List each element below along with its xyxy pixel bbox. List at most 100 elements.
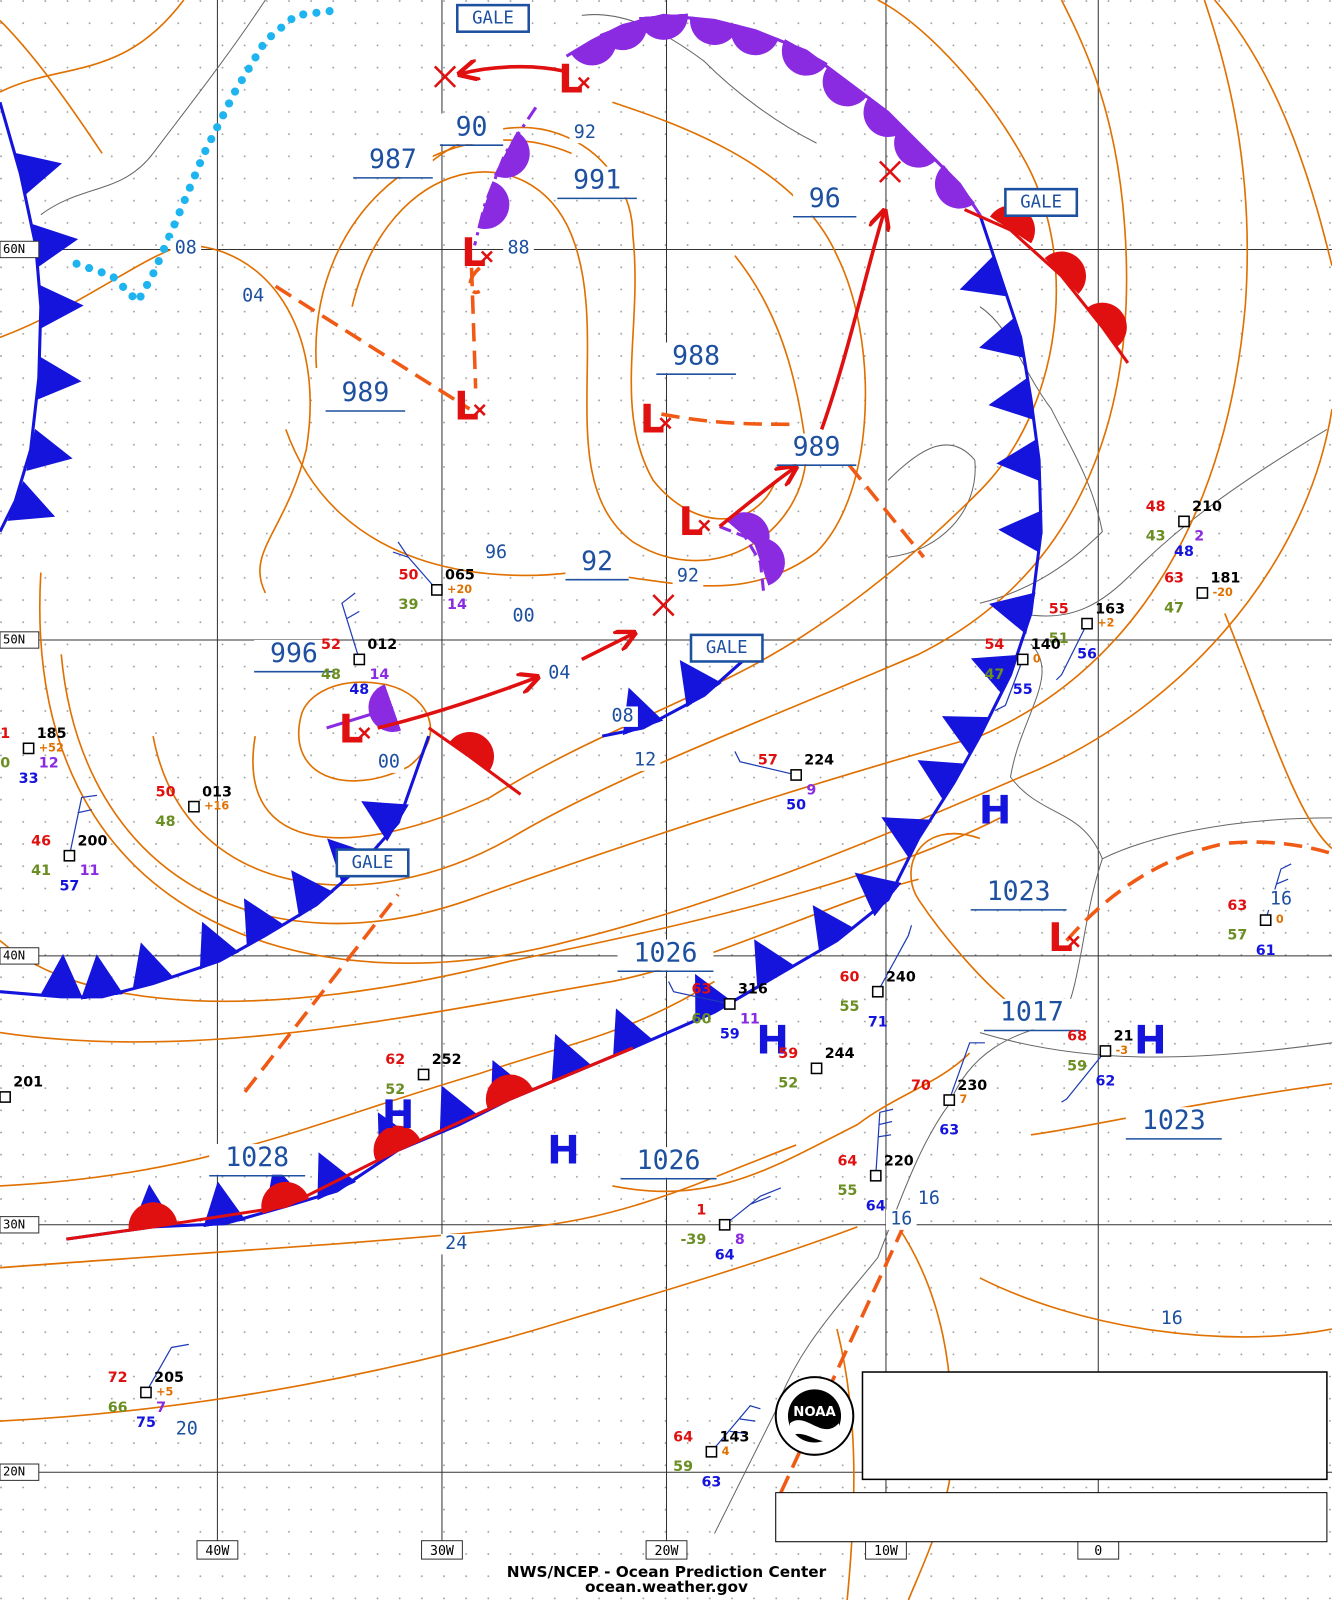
isobar-label: 00 [513,605,535,626]
info-box [861,1371,1328,1481]
pressure-label: 1023 [987,876,1051,907]
station-symbol [22,742,35,755]
station-symbol [1081,617,1093,630]
station-pressure: 21 [1114,1029,1134,1045]
pressure-label-bg [353,146,433,177]
forecast-positions [433,65,902,617]
isobar-label: 08 [612,706,634,727]
station-wave-height: 48 [1174,544,1194,560]
station-dew-point: 59 [673,1459,693,1475]
station-wave-period: 9 [806,782,816,798]
station-dew-point: 39 [399,597,419,613]
station-tendency: +16 [204,800,229,813]
high-center: H [547,1129,579,1174]
low-center: L [558,57,583,102]
station-temperature: 70 [911,1078,931,1094]
station-wave-height: 71 [868,1014,888,1030]
gale-box [335,848,410,878]
station-wave-height: 75 [136,1415,156,1431]
isobar-label: 08 [175,237,197,258]
low-center: L [454,384,479,429]
station-temperature: 52 [321,637,341,653]
isobar-label-bg [480,542,512,564]
station-tendency: +5 [156,1385,173,1398]
low-center: L [339,707,364,752]
pressure-label: 989 [341,377,389,408]
station-dew-point: 47 [1164,600,1184,616]
station-tendency: 0 [1033,652,1041,665]
station-dew-point: 41 [31,863,51,879]
lon-label-box [645,1540,688,1560]
station-dew-point: 48 [321,667,341,683]
isobar-label-bg [544,663,575,684]
station-symbol [63,849,76,862]
station-wave-height: 56 [1077,646,1097,662]
isobar-label: 88 [507,237,529,258]
pressure-label: 90 [456,111,488,142]
footer-line: NWS/NCEP - Ocean Prediction Center [507,1563,827,1581]
station-wave-period: 7 [156,1400,166,1416]
lat-label-box [0,240,40,259]
pressure-label-bg [970,878,1067,909]
pressure-label: 996 [270,638,318,669]
isobar-label-bg [440,1233,472,1255]
pressure-label-bg [209,1144,306,1175]
isobar-label: 12 [634,750,656,771]
isobar-label: 04 [548,663,570,684]
isobar-label-bg [171,1419,203,1440]
pressure-label-bg [1125,1107,1222,1138]
isobar-label-bg [503,238,534,259]
pressure-label: 1026 [637,1145,701,1176]
isobar-label: 16 [918,1188,940,1209]
station-pressure: 220 [884,1153,914,1169]
lon-label-box [196,1540,239,1560]
station-symbol [430,584,443,596]
station-symbol [723,998,736,1010]
station-wave-height: 55 [1013,682,1033,698]
gale-label: GALE [1020,192,1062,212]
station-tendency: +52 [39,741,64,754]
isobar-label: 16 [1270,889,1292,910]
isobar-label-bg [672,566,704,587]
high-center: H [756,1018,788,1063]
station-pressure: 181 [1211,571,1241,587]
station-temperature: 62 [385,1052,405,1068]
station-pressure: 013 [202,784,232,800]
isobar-label-bg [373,752,405,773]
station-temperature: 63 [1164,571,1184,587]
station-pressure: 240 [886,969,916,985]
station-temperature: 1 [696,1202,706,1218]
station-pressure: 140 [1031,637,1061,653]
low-position [358,727,371,740]
station-dew-point: 43 [1146,529,1166,545]
pressure-label-bg [557,166,637,198]
station-dew-point: 55 [840,999,860,1015]
station-temperature: 57 [758,753,778,769]
station-pressure: 065 [445,568,475,584]
station-tendency: +2 [1097,617,1114,630]
station-wave-height: 63 [939,1123,959,1139]
station-temperature: 55 [1049,601,1069,617]
station-temperature: 31 [0,726,10,742]
station-tendency: 0 [1276,913,1284,926]
pressure-label-bg [983,998,1080,1030]
forecast-tracks [377,67,884,730]
lat-label: 20N [3,1465,25,1479]
pressure-label: 96 [809,183,841,214]
station-pressure: 244 [825,1046,855,1062]
low-position [1067,935,1080,948]
isobar-label-bg [913,1189,945,1210]
station-symbol [417,1068,430,1081]
lat-label-box [0,947,40,965]
notice-box [775,1492,1328,1543]
low-center: L [640,398,665,443]
station-wave-period: 12 [39,756,59,772]
pressure-label: 991 [573,164,621,195]
pressure-label: 1017 [1000,997,1064,1028]
station-dew-point: 55 [837,1183,857,1199]
station-wave-height: 64 [866,1198,886,1214]
station-temperature: 59 [778,1046,798,1062]
station-wave-period: 11 [80,863,100,879]
